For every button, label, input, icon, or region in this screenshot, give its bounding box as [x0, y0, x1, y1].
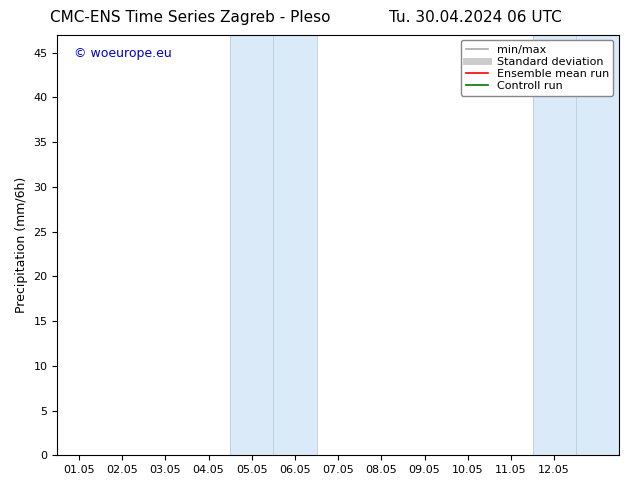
Bar — [576, 35, 619, 455]
Y-axis label: Precipitation (mm/6h): Precipitation (mm/6h) — [15, 177, 28, 313]
Bar — [273, 35, 316, 455]
Bar — [230, 35, 273, 455]
Bar — [533, 35, 576, 455]
Text: © woeurope.eu: © woeurope.eu — [74, 47, 172, 60]
Text: Tu. 30.04.2024 06 UTC: Tu. 30.04.2024 06 UTC — [389, 10, 562, 25]
Text: CMC-ENS Time Series Zagreb - Pleso: CMC-ENS Time Series Zagreb - Pleso — [50, 10, 330, 25]
Legend: min/max, Standard deviation, Ensemble mean run, Controll run: min/max, Standard deviation, Ensemble me… — [461, 40, 614, 96]
